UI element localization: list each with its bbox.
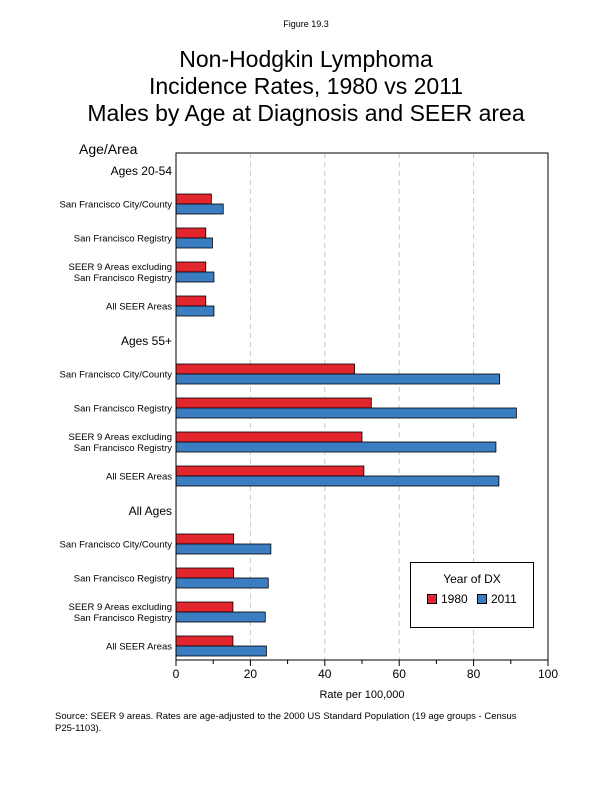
- bar-1980: [175, 261, 207, 273]
- row-label: San Francisco Registry: [74, 273, 172, 284]
- y-axis-title: Age/Area: [79, 141, 138, 157]
- legend-item-2011: 2011: [477, 592, 517, 606]
- bar-2011: [175, 543, 272, 555]
- group-header-label: All Ages: [129, 504, 172, 518]
- bar-2011: [175, 645, 267, 657]
- group-header-label: Ages 20-54: [111, 164, 173, 178]
- row-label: All SEER Areas: [106, 472, 172, 483]
- x-tick-label: 80: [467, 667, 481, 681]
- row-label: SEER 9 Areas excluding: [68, 432, 172, 443]
- chart-title-line-3: Males by Age at Diagnosis and SEER area: [87, 100, 525, 126]
- x-tick-label: 100: [538, 667, 558, 681]
- chart-title: Non-Hodgkin Lymphoma Incidence Rates, 19…: [0, 46, 612, 127]
- bar-2011: [175, 237, 213, 249]
- bar-1980: [175, 635, 234, 647]
- bar-2011: [175, 203, 224, 215]
- bar-1980: [175, 363, 355, 375]
- bar-1980: [175, 397, 372, 409]
- legend-swatch-1980: [427, 594, 437, 604]
- legend: Year of DX 1980 2011: [410, 562, 534, 628]
- bar-1980: [175, 567, 235, 579]
- row-label: San Francisco Registry: [74, 404, 172, 415]
- bar-1980: [175, 533, 235, 545]
- bar-1980: [175, 227, 207, 239]
- row-label: San Francisco City/County: [60, 540, 173, 551]
- bar-1980: [175, 193, 212, 205]
- legend-swatch-2011: [477, 594, 487, 604]
- bar-2011: [175, 475, 500, 487]
- bar-2011: [175, 611, 266, 623]
- row-label: SEER 9 Areas excluding: [68, 262, 172, 273]
- x-axis-label: Rate per 100,000: [319, 689, 404, 701]
- bar-1980: [175, 465, 365, 477]
- bar-2011: [175, 271, 215, 283]
- row-label: All SEER Areas: [106, 642, 172, 653]
- group-header-label: Ages 55+: [121, 334, 172, 348]
- legend-item-1980: 1980: [427, 592, 468, 606]
- chart-title-line-1: Non-Hodgkin Lymphoma: [179, 46, 433, 72]
- row-label: San Francisco Registry: [74, 613, 172, 624]
- x-tick-label: 60: [393, 667, 407, 681]
- row-label: SEER 9 Areas excluding: [68, 602, 172, 613]
- bar-2011: [175, 305, 215, 317]
- legend-title: Year of DX: [443, 572, 501, 586]
- bar-2011: [175, 373, 501, 385]
- bar-1980: [175, 295, 207, 307]
- row-label: All SEER Areas: [106, 302, 172, 313]
- bar-1980: [175, 431, 363, 443]
- x-tick-label: 20: [244, 667, 258, 681]
- row-label: San Francisco City/County: [60, 200, 173, 211]
- legend-label-2011: 2011: [491, 592, 517, 606]
- source-note: Source: SEER 9 areas. Rates are age-adju…: [55, 711, 517, 734]
- x-tick-label: 40: [318, 667, 332, 681]
- row-label: San Francisco City/County: [60, 370, 173, 381]
- figure-label: Figure 19.3: [283, 19, 329, 29]
- legend-label-1980: 1980: [441, 592, 468, 606]
- bar-1980: [175, 601, 234, 613]
- bar-2011: [175, 407, 517, 419]
- row-label: San Francisco Registry: [74, 574, 172, 585]
- row-label: San Francisco Registry: [74, 234, 172, 245]
- bar-2011: [175, 441, 497, 453]
- x-tick-label: 0: [173, 667, 180, 681]
- bar-2011: [175, 577, 269, 589]
- row-label: San Francisco Registry: [74, 443, 172, 454]
- chart-title-line-2: Incidence Rates, 1980 vs 2011: [148, 73, 464, 99]
